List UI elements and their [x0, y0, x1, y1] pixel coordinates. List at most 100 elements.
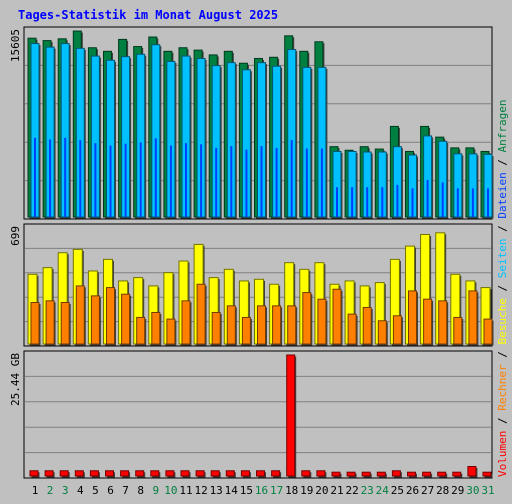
bar-rechner-day-24: [377, 320, 388, 346]
bar-rechner-day-8: [136, 316, 147, 346]
bar: [302, 292, 312, 345]
bar: [181, 300, 191, 345]
bar-rechner-day-28: [438, 300, 449, 346]
bar-seiten-day-28: [441, 182, 444, 217]
bar: [487, 188, 489, 217]
bar: [347, 313, 357, 345]
bar: [225, 470, 235, 477]
bar: [257, 305, 266, 345]
x-tick-label: 1: [32, 484, 39, 497]
bar-seiten-day-18: [290, 140, 293, 217]
bar: [150, 470, 160, 477]
bar-seiten-day-17: [275, 147, 278, 217]
bar: [211, 311, 221, 345]
bar: [94, 143, 97, 217]
bar-volumen-day-10: [165, 470, 176, 478]
bar-seiten-day-11: [185, 143, 187, 217]
bar: [45, 300, 55, 345]
x-tick-label: 23: [361, 484, 374, 497]
bar: [210, 470, 220, 477]
bar-rechner-day-1: [30, 302, 41, 346]
bar-seiten-day-13: [215, 147, 218, 217]
x-tick-label: 7: [122, 484, 129, 497]
bar-seiten-day-23: [366, 187, 369, 217]
bar-rechner-day-12: [196, 283, 207, 346]
bar: [396, 184, 399, 217]
bar: [241, 316, 251, 345]
bar-volumen-day-18: [286, 354, 297, 478]
bar-volumen-day-16: [256, 470, 266, 478]
bar: [59, 470, 69, 477]
bar-rechner-day-2: [45, 300, 56, 346]
x-tick-label: 13: [210, 484, 223, 497]
bar: [75, 285, 85, 345]
bar-volumen-day-22: [346, 471, 357, 478]
bar-rechner-day-5: [90, 295, 101, 346]
bar: [139, 142, 142, 217]
bar: [468, 290, 478, 345]
bar: [120, 470, 130, 477]
bar-rechner-day-3: [60, 302, 71, 346]
bar: [154, 138, 157, 217]
bar: [422, 471, 432, 477]
legend-separator: /: [496, 411, 509, 431]
x-tick-label: 28: [436, 484, 449, 497]
bar-rechner-day-30: [468, 290, 479, 346]
x-tick-label: 9: [152, 484, 159, 497]
bar-rechner-day-18: [287, 305, 298, 346]
bar: [185, 143, 187, 217]
x-tick-label: 29: [451, 484, 464, 497]
bar: [346, 471, 356, 477]
bar-rechner-day-23: [362, 306, 373, 346]
bar: [483, 318, 493, 345]
bar-rechner-day-9: [151, 311, 162, 346]
bar-volumen-day-21: [331, 471, 342, 478]
bar-seiten-day-19: [305, 148, 308, 217]
bar-volumen-day-19: [301, 470, 312, 478]
x-tick-label: 3: [62, 484, 69, 497]
bar: [438, 300, 448, 345]
bar: [271, 470, 281, 477]
bar-rechner-day-7: [121, 293, 132, 346]
bar-seiten-day-26: [411, 188, 414, 217]
bar: [215, 147, 218, 217]
bar-seiten-day-30: [471, 188, 474, 217]
bar: [471, 188, 474, 217]
bar-volumen-day-24: [376, 471, 387, 478]
panel-hits: 15605: [9, 26, 494, 220]
bar-volumen-day-25: [391, 470, 402, 478]
bar-volumen-day-3: [59, 470, 70, 478]
x-tick-label: 11: [179, 484, 192, 497]
bar: [64, 137, 67, 217]
legend-item: Anfragen: [496, 99, 509, 152]
bar-seiten-day-12: [200, 144, 203, 217]
bar-volumen-day-28: [437, 471, 448, 478]
bar-volumen-day-12: [195, 470, 206, 478]
bar: [245, 149, 248, 217]
x-tick-label: 31: [481, 484, 494, 497]
bar-seiten-day-1: [34, 137, 36, 217]
panel-max-label: 25.44 GB: [9, 353, 22, 406]
legend-separator: /: [496, 345, 509, 365]
bar: [362, 306, 372, 345]
chart-title: Tages-Statistik im Monat August 2025: [18, 8, 278, 22]
x-tick-label: 20: [315, 484, 328, 497]
bar: [151, 311, 161, 345]
bar-volumen-day-26: [407, 471, 417, 478]
bar: [272, 305, 282, 345]
bar-rechner-day-16: [257, 305, 267, 346]
bar-rechner-day-6: [106, 287, 116, 346]
bar: [411, 188, 414, 217]
chart-legend: Volumen / Rechner / Besuche / Seiten / D…: [496, 99, 509, 477]
bar-rechner-day-13: [211, 311, 222, 346]
x-tick-label: 27: [421, 484, 434, 497]
panel-volume: 25.44 GB: [9, 350, 493, 479]
bar-seiten-day-4: [79, 140, 82, 217]
bar-volumen-day-6: [105, 470, 115, 478]
bar: [29, 470, 39, 477]
legend-item: Volumen: [496, 431, 509, 477]
bar: [290, 140, 293, 217]
bar: [452, 471, 462, 477]
